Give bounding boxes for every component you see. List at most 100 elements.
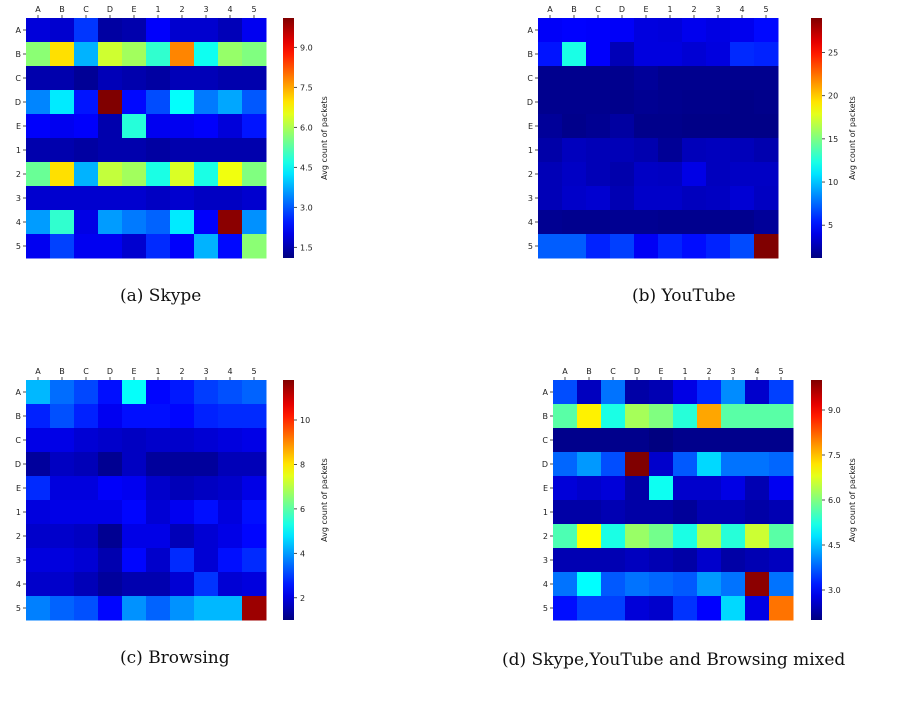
- heatmap-cell: [26, 90, 51, 115]
- heatmap-cell: [745, 380, 770, 405]
- heatmap-cell: [730, 66, 755, 91]
- heatmap-cell: [538, 234, 563, 259]
- heatmap-cell: [50, 42, 75, 67]
- heatmap-cell: [26, 524, 51, 549]
- row-tick-label: 3: [16, 194, 21, 203]
- heatmap-cell: [754, 90, 779, 115]
- heatmap-cell: [146, 18, 171, 43]
- heatmap-cell: [553, 380, 578, 405]
- heatmap-cell: [745, 452, 770, 477]
- colorbar-tick-label: 6.0: [828, 496, 841, 505]
- column-tick-label: B: [59, 367, 65, 376]
- heatmap-cell: [26, 452, 51, 477]
- heatmap-cell: [170, 380, 195, 405]
- heatmap-cell: [194, 162, 219, 187]
- heatmap-cell: [50, 548, 75, 573]
- heatmap-cell: [170, 428, 195, 453]
- heatmap-cell: [74, 66, 99, 91]
- column-tick-label: C: [83, 367, 89, 376]
- heatmap-cell: [697, 404, 722, 429]
- heatmap-cell: [769, 428, 794, 453]
- column-tick-label: 2: [691, 5, 696, 14]
- heatmap-cell: [706, 42, 731, 67]
- heatmap-cell: [649, 524, 674, 549]
- heatmap-cell: [26, 428, 51, 453]
- heatmap-cell: [26, 380, 51, 405]
- heatmap-cell: [625, 548, 650, 573]
- heatmap-cell: [146, 404, 171, 429]
- heatmap-cell: [194, 524, 219, 549]
- heatmap-cell: [601, 452, 626, 477]
- heatmap-cell: [194, 114, 219, 139]
- heatmap-cell: [50, 500, 75, 525]
- heatmap-cell: [706, 90, 731, 115]
- heatmap-cell: [146, 186, 171, 211]
- heatmap-cell: [74, 380, 99, 405]
- colorbar-label: Avg count of packets: [848, 96, 857, 180]
- column-tick-label: B: [586, 367, 592, 376]
- heatmap-cell: [194, 596, 219, 621]
- heatmap-cell: [769, 596, 794, 621]
- heatmap-cell: [122, 162, 147, 187]
- heatmap-cell: [218, 404, 243, 429]
- heatmap-cell: [682, 114, 707, 139]
- heatmap-cell: [769, 452, 794, 477]
- heatmap-cell: [26, 186, 51, 211]
- heatmap-cell: [26, 210, 51, 235]
- heatmap-cell: [721, 452, 746, 477]
- column-tick-label: 2: [706, 367, 711, 376]
- heatmap-cell: [170, 114, 195, 139]
- heatmap-cell: [194, 476, 219, 501]
- row-tick-label: C: [542, 436, 548, 445]
- heatmap-cell: [170, 476, 195, 501]
- heatmap-cell: [74, 186, 99, 211]
- row-tick-label: 2: [16, 532, 21, 541]
- heatmap-cell: [122, 548, 147, 573]
- heatmap-cell: [50, 90, 75, 115]
- heatmap-cell: [625, 572, 650, 597]
- heatmap-cell: [194, 572, 219, 597]
- row-tick-label: 5: [16, 604, 21, 613]
- heatmap-cell: [682, 42, 707, 67]
- heatmap-cell: [74, 548, 99, 573]
- heatmap-cell: [649, 596, 674, 621]
- heatmap-cell: [577, 572, 602, 597]
- heatmap-cell: [50, 476, 75, 501]
- heatmap-cell: [146, 476, 171, 501]
- heatmap-cell: [562, 210, 587, 235]
- heatmap-cell: [98, 18, 123, 43]
- heatmap-cell: [218, 500, 243, 525]
- row-tick-label: 4: [16, 218, 21, 227]
- heatmap-cell: [146, 138, 171, 163]
- colorbar-tick-label: 5: [828, 221, 833, 230]
- heatmap-cell: [658, 138, 683, 163]
- heatmap-cell: [586, 18, 611, 43]
- heatmap-cell: [146, 380, 171, 405]
- heatmap-cell: [26, 500, 51, 525]
- heatmap-cell: [562, 42, 587, 67]
- column-tick-label: E: [643, 5, 648, 14]
- heatmap-cell: [98, 380, 123, 405]
- heatmap-cell: [577, 548, 602, 573]
- heatmap-cell: [610, 114, 635, 139]
- heatmap-cell: [50, 66, 75, 91]
- heatmap-cell: [146, 500, 171, 525]
- heatmap-cell: [577, 428, 602, 453]
- heatmap-cell: [730, 90, 755, 115]
- heatmap-cell: [682, 210, 707, 235]
- heatmap-cell: [194, 428, 219, 453]
- colorbar-tick-label: 6: [300, 505, 305, 514]
- heatmap-cell: [242, 114, 267, 139]
- heatmap-cell: [538, 138, 563, 163]
- column-tick-label: 1: [667, 5, 672, 14]
- heatmap-cell: [577, 404, 602, 429]
- heatmap-cell: [649, 572, 674, 597]
- heatmap-cell: [122, 428, 147, 453]
- heatmap-cell: [610, 234, 635, 259]
- heatmap-cell: [170, 210, 195, 235]
- heatmap-cell: [577, 596, 602, 621]
- colorbar-tick-label: 7.5: [828, 451, 841, 460]
- heatmap-cell: [218, 90, 243, 115]
